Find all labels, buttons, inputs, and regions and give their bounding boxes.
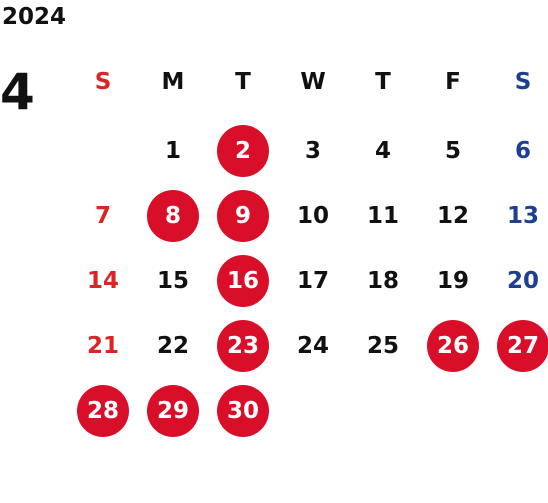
holiday-day-number: 9 xyxy=(217,189,269,242)
day-cell: 12 xyxy=(418,183,488,248)
day-cell: 6 xyxy=(488,118,548,183)
day-cell: 15 xyxy=(138,248,208,313)
day-number: 5 xyxy=(444,137,461,164)
day-number: 15 xyxy=(156,267,189,294)
holiday-day-number: 23 xyxy=(217,319,269,372)
day-cell: 5 xyxy=(418,118,488,183)
day-cell: 22 xyxy=(138,313,208,378)
day-number: 12 xyxy=(436,202,469,229)
day-cell: 10 xyxy=(278,183,348,248)
day-cell: 2 xyxy=(208,118,278,183)
day-cell: 14 xyxy=(68,248,138,313)
weekday-tuesday: T xyxy=(235,69,251,95)
day-cell: 20 xyxy=(488,248,548,313)
weekday-thursday: T xyxy=(375,69,391,95)
day-number: 17 xyxy=(296,267,329,294)
day-number: 22 xyxy=(156,332,189,359)
day-cell: 13 xyxy=(488,183,548,248)
day-number: 11 xyxy=(366,202,399,229)
day-number: 19 xyxy=(436,267,469,294)
weekday-sunday: S xyxy=(94,69,112,95)
day-number: 7 xyxy=(94,202,111,229)
day-number: 13 xyxy=(506,202,539,229)
weekday-saturday: S xyxy=(514,69,532,95)
day-cell: 24 xyxy=(278,313,348,378)
day-cell: 26 xyxy=(418,313,488,378)
day-number: 14 xyxy=(86,267,119,294)
calendar-month: 4 xyxy=(0,63,35,121)
day-cell: 18 xyxy=(348,248,418,313)
day-cell: 8 xyxy=(138,183,208,248)
weekday-friday: F xyxy=(445,69,461,95)
day-number: 25 xyxy=(366,332,399,359)
holiday-day-number: 30 xyxy=(217,384,269,437)
day-cell: 30 xyxy=(208,378,278,443)
holiday-day-number: 8 xyxy=(147,189,199,242)
calendar-year: 2024 xyxy=(2,4,67,30)
day-cell: 4 xyxy=(348,118,418,183)
calendar-grid: 1 2 3 4 5 6 7 8 9 10 11 12 13 14 15 16 17 18 19 20 21 22 23 24 2… xyxy=(68,118,548,443)
holiday-day-number: 2 xyxy=(217,124,269,177)
day-number: 20 xyxy=(506,267,539,294)
day-cell: 27 xyxy=(488,313,548,378)
holiday-day-number: 28 xyxy=(77,384,129,437)
day-number: 3 xyxy=(304,137,321,164)
day-cell: 16 xyxy=(208,248,278,313)
day-cell: 21 xyxy=(68,313,138,378)
day-cell: 17 xyxy=(278,248,348,313)
day-cell: 11 xyxy=(348,183,418,248)
weekday-monday: M xyxy=(161,69,185,95)
weekday-header: S M T W T F S xyxy=(68,62,548,102)
day-number: 24 xyxy=(296,332,329,359)
day-cell: 28 xyxy=(68,378,138,443)
day-cell: 19 xyxy=(418,248,488,313)
day-cell: 23 xyxy=(208,313,278,378)
holiday-day-number: 26 xyxy=(427,319,479,372)
day-cell: 1 xyxy=(138,118,208,183)
weekday-wednesday: W xyxy=(300,69,326,95)
day-cell: 3 xyxy=(278,118,348,183)
day-number: 4 xyxy=(374,137,391,164)
day-number: 18 xyxy=(366,267,399,294)
day-number: 6 xyxy=(514,137,531,164)
holiday-day-number: 16 xyxy=(217,254,269,307)
day-cell: 7 xyxy=(68,183,138,248)
day-number: 10 xyxy=(296,202,329,229)
day-cell: 25 xyxy=(348,313,418,378)
day-number: 1 xyxy=(164,137,181,164)
day-cell: 9 xyxy=(208,183,278,248)
day-number: 21 xyxy=(86,332,119,359)
day-cell: 29 xyxy=(138,378,208,443)
holiday-day-number: 27 xyxy=(497,319,548,372)
holiday-day-number: 29 xyxy=(147,384,199,437)
